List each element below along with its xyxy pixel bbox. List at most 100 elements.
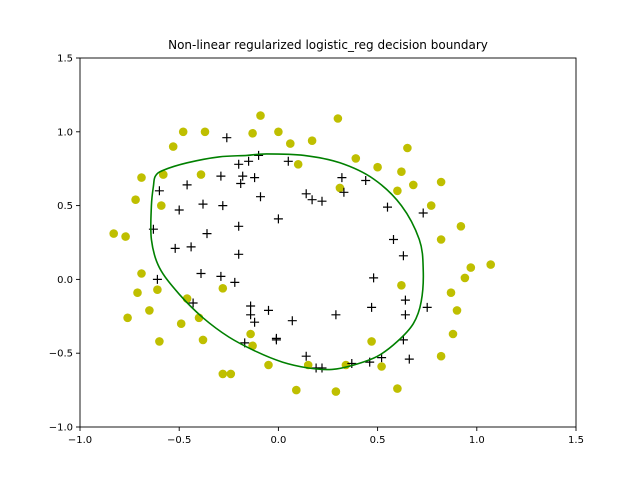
data-point-plus [301,189,311,199]
data-point-circle [200,127,210,137]
y-tick-label: 1.0 [57,127,73,138]
data-point-circle [157,201,166,210]
data-point-plus [234,159,244,169]
data-point-circle [137,173,146,182]
data-point-circle [460,273,470,283]
data-point-plus [236,179,246,188]
data-point-circle [226,369,236,379]
data-point-plus [154,186,164,196]
data-point-plus [256,192,265,202]
data-point-plus [188,298,198,308]
x-tick-label: 0.5 [370,435,386,446]
data-point-plus [337,173,347,183]
data-point-plus [400,295,410,305]
data-point-plus [264,305,273,315]
data-point-plus [383,202,392,212]
data-point-circle [452,306,462,315]
data-point-circle [286,139,295,148]
data-point-circle [176,319,186,329]
data-point-plus [273,214,283,224]
data-point-circle [109,229,118,238]
data-point-circle [307,136,317,145]
data-point-circle [436,235,446,244]
data-point-circle [246,329,255,339]
axes-frame [79,57,577,428]
plot-area: −1.0 −0.5 0.0 0.5 1.0 1.5 −1.0 −0.5 0.0 0.5 1.0 1.5 [49,54,584,447]
data-point-plus [250,317,260,327]
data-point-circle [403,143,412,153]
x-tick-label: 0.0 [270,435,286,446]
data-point-circle [397,167,406,176]
data-point-circle [153,285,162,295]
data-point-circle [456,222,466,231]
data-point-circle [248,129,257,138]
data-point-circle [274,127,283,137]
data-point-circle [123,313,132,323]
data-point-circle [145,306,154,315]
data-point-circle [448,329,458,339]
y-tick-label: 1.5 [57,54,73,65]
x-tick-label: 1.5 [568,435,584,446]
data-point-plus [287,316,297,326]
data-point-plus [389,235,398,244]
data-point-circle [292,385,301,395]
data-point-circle [168,142,178,151]
data-point-plus [254,150,264,160]
data-point-circle [256,111,265,120]
data-point-plus [230,277,240,287]
data-point-plus [331,310,341,320]
data-point-circle [351,154,361,163]
data-point-plus [404,354,414,364]
data-point-plus [367,302,377,312]
data-point-plus [398,251,408,261]
data-point-plus [218,201,228,211]
data-point-circle [436,177,446,187]
data-point-plus [347,359,357,368]
data-point-plus [174,205,184,215]
data-point-plus [238,171,248,181]
y-tick-label: −0.5 [49,349,73,360]
data-point-circle [196,170,206,179]
data-point-plus [246,301,256,311]
data-point-plus [234,249,244,259]
data-point-circle [331,387,341,396]
data-point-circle [466,263,476,272]
data-point-plus [271,335,281,345]
data-point-circle [335,183,345,193]
data-point-circle [409,180,418,190]
data-point-plus [186,242,196,252]
data-point-circle [293,160,303,169]
data-point-circle [426,201,436,210]
data-point-circle [178,127,188,137]
data-point-circle [393,186,402,196]
y-tick-label: 0.0 [57,275,73,286]
data-point-circle [367,337,376,346]
data-point-circle [446,288,456,298]
data-point-plus [196,269,206,278]
data-point-plus [361,176,371,185]
x-tick-label: −1.0 [68,435,92,446]
data-point-circle [133,288,142,298]
data-point-plus [398,335,408,345]
x-tick-label: −0.5 [167,435,191,446]
data-point-plus [234,221,244,231]
data-point-circle [121,232,130,241]
data-point-circle [333,114,343,123]
data-point-plus [307,195,317,205]
data-point-circle [198,335,208,345]
y-tick-label: −1.0 [49,423,73,434]
data-point-plus [202,229,212,239]
data-point-circle [486,260,496,269]
data-point-circle [218,284,228,293]
data-point-plus [198,199,208,209]
x-tick-label: 1.0 [469,435,485,446]
data-point-circle [131,195,140,204]
data-point-circle [397,281,406,290]
data-point-plus [244,156,254,166]
data-point-plus [339,187,349,197]
data-point-circle [264,360,273,370]
data-point-plus [369,273,379,283]
data-point-plus [246,310,256,320]
data-point-plus [317,196,327,206]
